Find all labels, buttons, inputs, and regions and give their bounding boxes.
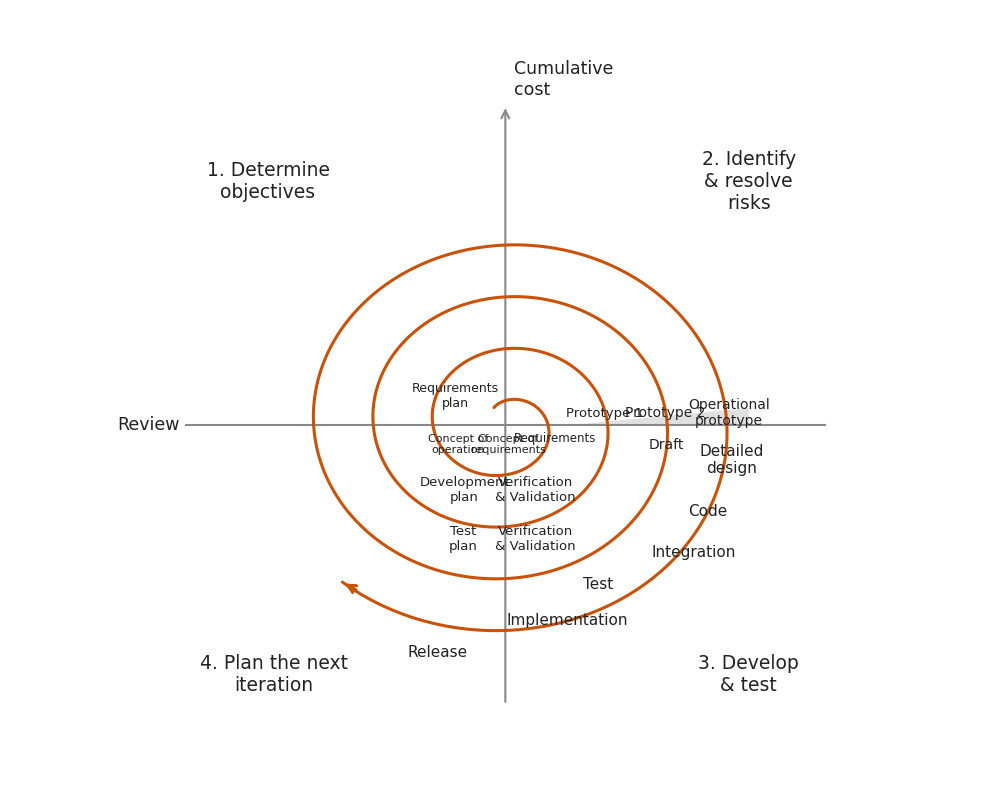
- Text: Operational
prototype: Operational prototype: [688, 398, 770, 428]
- Text: Test
plan: Test plan: [449, 525, 477, 553]
- Text: Prototype 2: Prototype 2: [625, 407, 705, 420]
- Text: Verification
& Validation: Verification & Validation: [495, 476, 576, 504]
- Text: Concept of
requirements: Concept of requirements: [471, 434, 546, 456]
- Polygon shape: [572, 408, 748, 425]
- Text: Concept of
operation: Concept of operation: [428, 434, 488, 456]
- Text: Prototype 1: Prototype 1: [566, 407, 643, 419]
- Text: Detailed
design: Detailed design: [700, 444, 764, 476]
- Text: Draft: Draft: [649, 439, 684, 452]
- Text: Integration: Integration: [652, 545, 737, 560]
- Text: Development
plan: Development plan: [419, 476, 509, 504]
- Text: 2. Identify
& resolve
risks: 2. Identify & resolve risks: [702, 150, 796, 213]
- Text: Verification
& Validation: Verification & Validation: [495, 525, 576, 553]
- Text: Implementation: Implementation: [507, 614, 628, 629]
- Text: Release: Release: [407, 646, 467, 660]
- Text: Requirements
plan: Requirements plan: [411, 382, 499, 410]
- Text: 4. Plan the next
iteration: 4. Plan the next iteration: [200, 654, 348, 695]
- Text: Requirements: Requirements: [515, 432, 597, 445]
- Text: 1. Determine
objectives: 1. Determine objectives: [206, 161, 329, 202]
- Text: Code: Code: [688, 504, 728, 519]
- Text: Cumulative
cost: Cumulative cost: [515, 60, 614, 99]
- Text: Review: Review: [117, 415, 179, 434]
- Text: Test: Test: [583, 577, 613, 592]
- Text: 3. Develop
& test: 3. Develop & test: [698, 654, 799, 695]
